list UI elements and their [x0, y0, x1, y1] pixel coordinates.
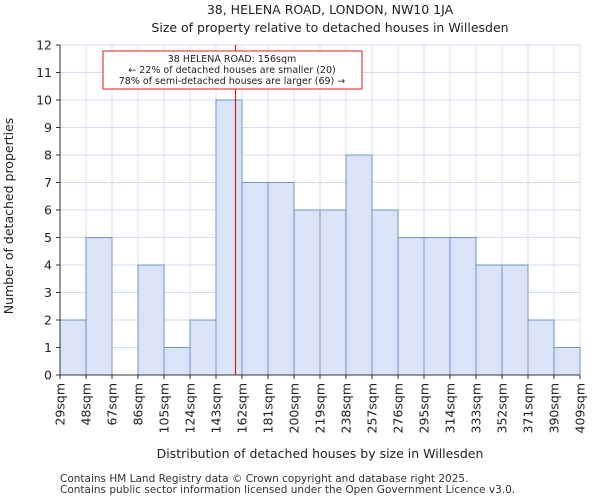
annotation-line-3: 78% of semi-detached houses are larger (… — [119, 76, 346, 87]
y-tick-label: 8 — [44, 148, 52, 163]
x-tick-label: 257sqm — [365, 383, 380, 433]
x-tick-label: 29sqm — [53, 383, 68, 426]
footer-note-1: Contains HM Land Registry data © Crown c… — [60, 473, 469, 485]
annotation-line-2: ← 22% of detached houses are smaller (20… — [128, 65, 335, 76]
annotation-box — [102, 50, 363, 90]
y-tick-label: 2 — [44, 313, 52, 328]
bar-257sqm — [371, 209, 399, 376]
bar-333sqm — [475, 264, 503, 376]
y-tick-label: 1 — [44, 340, 52, 355]
x-tick-label: 238sqm — [339, 383, 354, 433]
bar-86sqm — [137, 264, 165, 376]
x-tick-label: 67sqm — [105, 383, 120, 426]
x-tick-label: 352sqm — [495, 383, 510, 433]
bar-124sqm — [189, 319, 217, 376]
x-tick-label: 86sqm — [131, 383, 146, 426]
x-tick-label: 409sqm — [573, 383, 588, 433]
footer-note-2: Contains public sector information licen… — [60, 484, 516, 496]
y-tick-label: 10 — [36, 93, 52, 108]
bar-371sqm — [527, 319, 555, 376]
y-tick-label: 12 — [36, 38, 52, 53]
x-tick-label: 162sqm — [235, 383, 250, 433]
x-tick-label: 390sqm — [547, 383, 562, 433]
x-tick-label: 143sqm — [209, 383, 224, 433]
x-tick-label: 200sqm — [287, 383, 302, 433]
x-tick-label: 276sqm — [391, 383, 406, 433]
x-tick-label: 105sqm — [157, 383, 172, 433]
y-tick-label: 5 — [44, 230, 52, 245]
chart-subtitle: Size of property relative to detached ho… — [151, 20, 508, 35]
y-tick-label: 11 — [36, 65, 52, 80]
bar-390sqm — [553, 347, 581, 376]
bar-314sqm — [449, 237, 477, 376]
x-tick-label: 48sqm — [79, 383, 94, 426]
bar-181sqm — [267, 182, 295, 376]
x-tick-label: 295sqm — [417, 383, 432, 433]
bar-295sqm — [423, 237, 451, 376]
y-axis-label: Number of detached properties — [1, 118, 16, 315]
chart-title: 38, HELENA ROAD, LONDON, NW10 1JA — [207, 2, 454, 17]
bar-162sqm — [241, 182, 269, 376]
bar-276sqm — [397, 237, 425, 376]
y-tick-label: 6 — [44, 203, 52, 218]
x-tick-label: 124sqm — [183, 383, 198, 433]
y-tick-label: 3 — [44, 285, 52, 300]
x-tick-label: 371sqm — [521, 383, 536, 433]
y-tick-label: 4 — [44, 258, 52, 273]
x-axis-label: Distribution of detached houses by size … — [157, 446, 484, 461]
bar-238sqm — [345, 154, 373, 376]
x-tick-label: 219sqm — [313, 383, 328, 433]
bar-105sqm — [163, 347, 191, 376]
bar-48sqm — [85, 237, 113, 376]
bar-219sqm — [319, 209, 347, 376]
bar-200sqm — [293, 209, 321, 376]
y-tick-label: 9 — [44, 120, 52, 135]
bar-29sqm — [59, 319, 87, 376]
bar-143sqm — [215, 99, 243, 376]
y-tick-label: 7 — [44, 175, 52, 190]
x-tick-label: 181sqm — [261, 383, 276, 433]
x-tick-label: 333sqm — [469, 383, 484, 433]
bar-352sqm — [501, 264, 529, 376]
y-tick-label: 0 — [44, 368, 52, 383]
x-tick-label: 314sqm — [443, 383, 458, 433]
annotation-line-1: 38 HELENA ROAD: 156sqm — [168, 54, 297, 65]
